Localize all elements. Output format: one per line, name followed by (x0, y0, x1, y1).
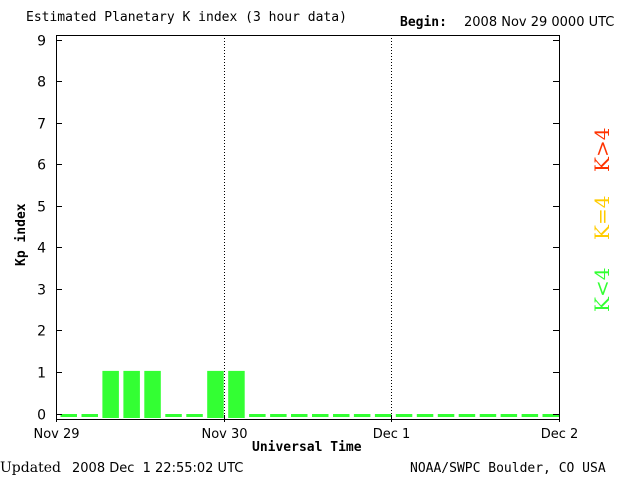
kp-bar (123, 370, 140, 418)
plot-frame (56, 35, 560, 420)
kp-bars (60, 370, 559, 418)
x-tick-label: Nov 29 (33, 427, 79, 442)
kp-bar (81, 414, 98, 417)
kp-bar (333, 414, 350, 417)
kp-bar (60, 414, 77, 417)
begin-label: Begin: (400, 15, 447, 30)
y-tick-label: 0 (37, 408, 46, 424)
kp-bar (312, 414, 329, 417)
y-tick-label: 9 (37, 34, 46, 50)
day-dividers (224, 35, 392, 419)
kp-bar (186, 414, 203, 417)
kp-bar (228, 370, 245, 418)
legend-k-equal-4: K=4 (590, 195, 614, 240)
kp-bar (165, 414, 182, 417)
y-tick-label: 8 (37, 75, 46, 91)
chart-title: Estimated Planetary K index (3 hour data… (26, 10, 347, 25)
kp-bar (437, 414, 455, 417)
kp-bar (500, 414, 518, 417)
y-tick-label: 4 (37, 241, 46, 257)
y-tick-label: 2 (37, 324, 46, 340)
kp-bar (521, 414, 539, 417)
y-tick-label: 1 (37, 366, 46, 382)
kp-bar (291, 414, 308, 417)
kp-bar (144, 370, 161, 418)
x-tick-label: Dec 1 (373, 427, 411, 442)
x-axis-label: Universal Time (252, 440, 362, 455)
y-tick-label: 7 (37, 117, 46, 133)
y-tick-label: 5 (37, 200, 46, 216)
kp-bar (353, 414, 371, 417)
kp-bar (416, 414, 434, 417)
kp-bar (458, 414, 476, 417)
updated-value: 2008 Dec 1 22:55:02 UTC (72, 461, 244, 476)
y-tick-label: 6 (37, 158, 46, 174)
kp-bar (102, 370, 119, 418)
kp-bar (374, 414, 392, 417)
updated-label: Updated (0, 460, 61, 476)
legend-k-less-4: K<4 (590, 267, 614, 312)
kp-bar (270, 414, 287, 417)
kp-bar (395, 414, 413, 417)
legend-k-greater-4: K>4 (590, 127, 614, 172)
y-axis: 0 1 2 3 4 5 6 7 8 9 (37, 34, 559, 424)
source-credit: NOAA/SWPC Boulder, CO USA (410, 461, 606, 476)
kp-bar (249, 414, 266, 417)
begin-value: 2008 Nov 29 0000 UTC (464, 15, 615, 30)
x-axis: Nov 29 Nov 30 Dec 1 Dec 2 (33, 415, 578, 442)
y-axis-label: Kp index (14, 203, 29, 266)
x-tick-label: Dec 2 (541, 427, 579, 442)
kp-bar (542, 414, 559, 417)
x-tick-label: Nov 30 (201, 427, 247, 442)
kp-bar (207, 370, 224, 418)
kp-bar (479, 414, 497, 417)
y-tick-label: 3 (37, 283, 46, 299)
